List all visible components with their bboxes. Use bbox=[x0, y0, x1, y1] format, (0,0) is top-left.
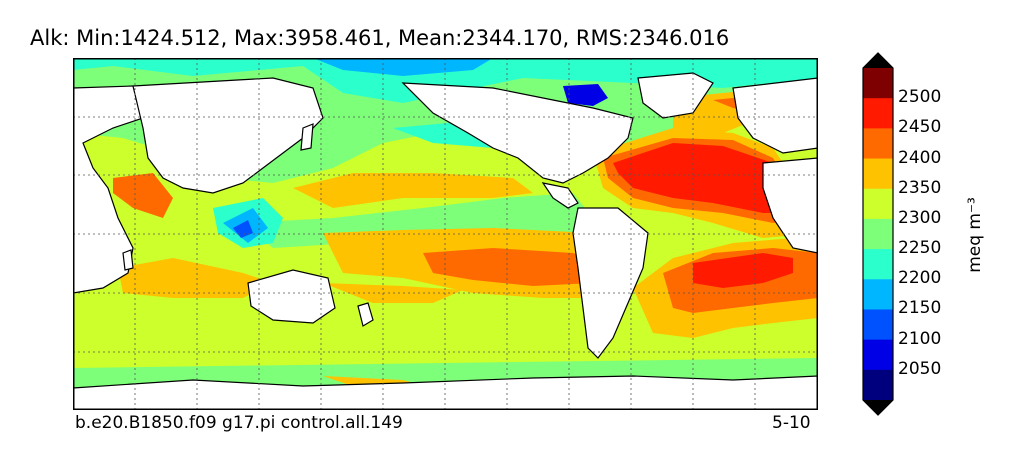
asia-land bbox=[132, 77, 324, 194]
map-title: Alk: Min:1424.512, Max:3958.461, Mean:23… bbox=[30, 26, 730, 50]
antarctica-land bbox=[73, 375, 818, 410]
depth-range-label: 5-10 bbox=[772, 413, 811, 433]
colorbar-swatch bbox=[863, 309, 893, 341]
colorbar-frame bbox=[862, 52, 894, 416]
graticule bbox=[73, 58, 818, 410]
indian-ocean-2400 bbox=[113, 173, 173, 218]
north-pacific-2350 bbox=[293, 173, 533, 208]
colorbar-extend-max bbox=[863, 53, 893, 68]
land-masses bbox=[73, 72, 818, 410]
south-america-land bbox=[572, 207, 649, 359]
indonesia-2100 bbox=[233, 220, 253, 238]
ocean-alkalinity-map bbox=[73, 58, 818, 410]
australia-land bbox=[247, 269, 336, 324]
colorbar-tick-label: 2300 bbox=[898, 207, 942, 228]
colorbar-swatch bbox=[863, 188, 893, 220]
madagascar-land bbox=[122, 249, 134, 271]
colorbar-swatch bbox=[863, 218, 893, 250]
africa-east-land bbox=[762, 157, 818, 254]
new-zealand-land bbox=[357, 302, 374, 327]
south-pacific-2400 bbox=[423, 248, 613, 286]
colorbar-tick-label: 2500 bbox=[898, 87, 942, 108]
south-atlantic-2450 bbox=[693, 253, 793, 288]
colorbar-swatch bbox=[863, 339, 893, 371]
japan-land bbox=[300, 123, 314, 151]
colorbar-unit-label: meq m⁻³ bbox=[965, 197, 985, 273]
indian-ocean-2350 bbox=[118, 258, 273, 298]
run-name-label: b.e20.B1850.f09 g17.pi control.all.149 bbox=[75, 413, 403, 433]
colorbar-swatch bbox=[863, 98, 893, 129]
colorbar-swatch bbox=[863, 279, 893, 310]
central-america-land bbox=[541, 182, 579, 209]
colorbar-swatch bbox=[863, 68, 893, 99]
colorbar bbox=[862, 52, 894, 416]
north-america-land bbox=[401, 82, 634, 184]
colorbar-tick-label: 2400 bbox=[898, 147, 942, 168]
colorbar-tick-label: 2250 bbox=[898, 238, 942, 259]
colorbar-tick-label: 2350 bbox=[898, 177, 942, 198]
colorbar-tick-label: 2200 bbox=[898, 268, 942, 289]
colorbar-extend-min bbox=[863, 400, 893, 415]
colorbar-swatch bbox=[863, 369, 893, 401]
colorbar-swatch bbox=[863, 158, 893, 190]
hudson-bay-2050 bbox=[563, 84, 608, 106]
arctic-band-2150 bbox=[313, 58, 493, 76]
colorbar-swatch bbox=[863, 249, 893, 280]
colorbar-tick-label: 2100 bbox=[898, 328, 942, 349]
colorbar-tick-label: 2050 bbox=[898, 358, 942, 379]
map-frame bbox=[73, 58, 818, 410]
europe-land bbox=[732, 77, 818, 154]
colorbar-tick-label: 2150 bbox=[898, 298, 942, 319]
colorbar-tick-label: 2450 bbox=[898, 117, 942, 138]
colorbar-swatch bbox=[863, 128, 893, 160]
